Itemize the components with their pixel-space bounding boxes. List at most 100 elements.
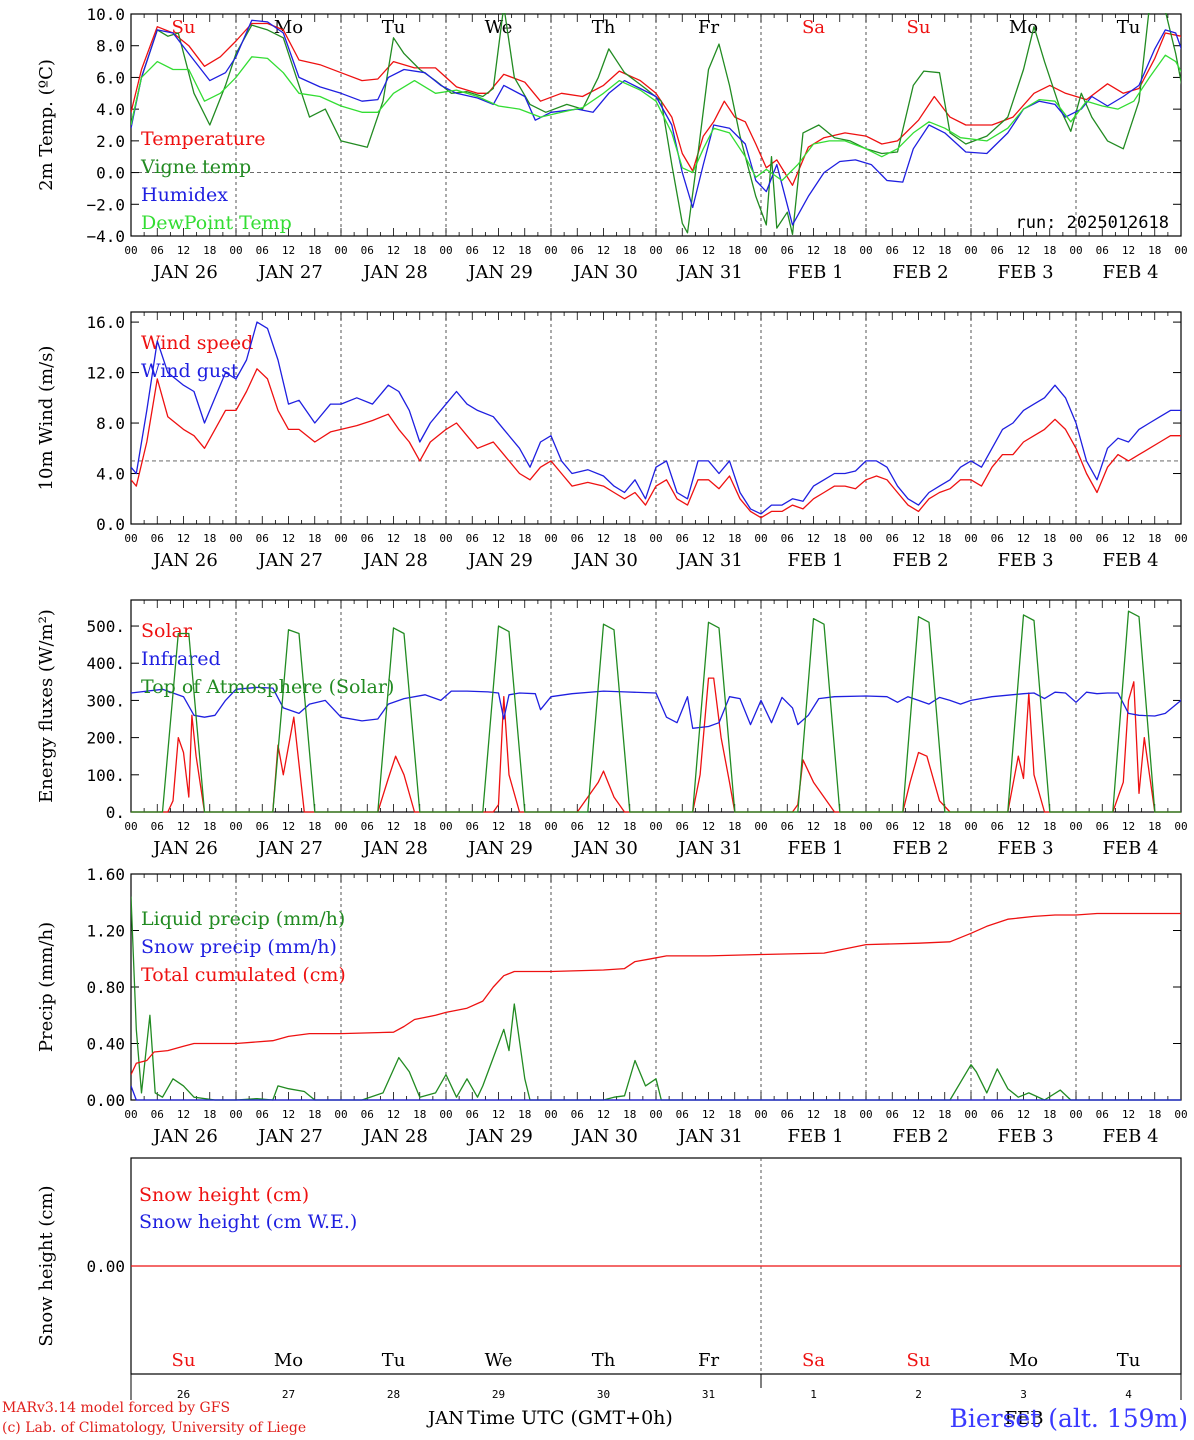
date-label: FEB 2 <box>892 1126 948 1147</box>
hour-tick-label: 06 <box>676 532 689 545</box>
hour-tick-label: 00 <box>1174 532 1187 545</box>
y-tick-label: 200. <box>86 729 125 748</box>
date-label: FEB 1 <box>787 1126 843 1147</box>
hour-tick-label: 06 <box>1096 244 1109 257</box>
weekday-label: Mo <box>1009 17 1038 38</box>
hour-tick-label: 06 <box>361 820 374 833</box>
hour-tick-label: 00 <box>439 244 452 257</box>
legend-entry: Vigne temp <box>140 156 251 178</box>
day-number-label: 30 <box>597 1388 610 1401</box>
hour-tick-label: 06 <box>781 244 794 257</box>
hour-tick-label: 12 <box>387 820 400 833</box>
hour-tick-label: 00 <box>124 532 137 545</box>
y-tick-label: 0.0 <box>96 515 125 534</box>
date-label: JAN 26 <box>151 550 218 571</box>
hour-tick-label: 18 <box>1148 532 1161 545</box>
y-tick-label: −4.0 <box>86 227 125 246</box>
run-label: run: 2025012618 <box>1015 213 1169 233</box>
date-label: JAN 30 <box>571 262 638 283</box>
hour-tick-label: 00 <box>334 532 347 545</box>
hour-tick-label: 00 <box>544 1108 557 1121</box>
hour-tick-label: 12 <box>492 820 505 833</box>
legend-entry: Snow height (cm W.E.) <box>139 1211 357 1233</box>
y-tick-label: 10.0 <box>86 5 125 24</box>
hour-tick-label: 18 <box>728 244 741 257</box>
day-number-label: 26 <box>177 1388 190 1401</box>
hour-tick-label: 06 <box>466 820 479 833</box>
footer-lab-credit: (c) Lab. of Climatology, University of L… <box>2 1420 307 1436</box>
weekday-label: Mo <box>1009 1350 1038 1371</box>
series-line-solar <box>131 677 1181 813</box>
hour-tick-label: 06 <box>886 1108 899 1121</box>
hour-tick-label: 12 <box>1122 820 1135 833</box>
hour-tick-label: 00 <box>964 1108 977 1121</box>
hour-tick-label: 00 <box>544 244 557 257</box>
hour-tick-label: 12 <box>387 244 400 257</box>
hour-tick-label: 12 <box>807 244 820 257</box>
date-label: JAN 29 <box>466 262 533 283</box>
hour-tick-label: 18 <box>308 244 321 257</box>
hour-tick-label: 06 <box>151 820 164 833</box>
weekday-label: We <box>485 17 513 38</box>
hour-tick-label: 18 <box>938 244 951 257</box>
series-line-temperature <box>131 22 1181 186</box>
date-label: JAN 29 <box>466 838 533 859</box>
weekday-label: Su <box>172 1350 196 1371</box>
hour-tick-label: 12 <box>177 820 190 833</box>
weekday-label: We <box>485 1350 513 1371</box>
hour-tick-label: 12 <box>282 244 295 257</box>
hour-tick-label: 12 <box>492 532 505 545</box>
hour-tick-label: 00 <box>1069 820 1082 833</box>
hour-tick-label: 12 <box>1017 532 1030 545</box>
date-label: JAN 30 <box>571 550 638 571</box>
hour-tick-label: 00 <box>859 532 872 545</box>
date-label: FEB 4 <box>1102 838 1158 859</box>
hour-tick-label: 12 <box>387 532 400 545</box>
hour-tick-label: 18 <box>833 1108 846 1121</box>
series-line-dewpoint-temp <box>131 54 1181 182</box>
hour-tick-label: 18 <box>938 820 951 833</box>
hour-tick-label: 06 <box>466 532 479 545</box>
legend-entry: Solar <box>141 620 193 642</box>
hour-tick-label: 06 <box>886 820 899 833</box>
day-number-label: 2 <box>915 1388 922 1401</box>
day-number-label: 29 <box>492 1388 505 1401</box>
hour-tick-label: 00 <box>229 820 242 833</box>
day-number-label: 28 <box>387 1388 400 1401</box>
date-label: JAN 28 <box>361 1126 428 1147</box>
hour-tick-label: 06 <box>886 244 899 257</box>
hour-tick-label: 12 <box>597 532 610 545</box>
weekday-label: Tu <box>382 1350 406 1371</box>
hour-tick-label: 12 <box>597 1108 610 1121</box>
weekday-label: Mo <box>274 17 303 38</box>
hour-tick-label: 18 <box>308 1108 321 1121</box>
date-label: JAN 27 <box>256 1126 323 1147</box>
legend-entry: Liquid precip (mm/h) <box>141 908 345 930</box>
hour-tick-label: 00 <box>334 244 347 257</box>
date-label: JAN 29 <box>466 1126 533 1147</box>
hour-tick-label: 00 <box>754 820 767 833</box>
y-tick-label: 12.0 <box>86 364 125 383</box>
hour-tick-label: 12 <box>1017 244 1030 257</box>
hour-tick-label: 06 <box>781 820 794 833</box>
series-line-total-cumulated-cm- <box>131 912 1181 1075</box>
hour-tick-label: 00 <box>1069 532 1082 545</box>
day-number-label: 1 <box>810 1388 817 1401</box>
y-tick-label: 0.00 <box>86 1257 125 1276</box>
hour-tick-label: 18 <box>203 1108 216 1121</box>
y-axis-label: 10m Wind (m/s) <box>36 346 57 491</box>
hour-tick-label: 18 <box>833 244 846 257</box>
hour-tick-label: 06 <box>676 244 689 257</box>
y-tick-label: 1.60 <box>86 865 125 884</box>
hour-tick-label: 06 <box>151 1108 164 1121</box>
hour-tick-label: 00 <box>124 820 137 833</box>
y-tick-label: 8.0 <box>96 414 125 433</box>
series-line-wind-speed <box>131 368 1181 519</box>
hour-tick-label: 06 <box>1096 532 1109 545</box>
hour-tick-label: 12 <box>1017 1108 1030 1121</box>
hour-tick-label: 12 <box>282 532 295 545</box>
hour-tick-label: 06 <box>571 244 584 257</box>
hour-tick-label: 18 <box>728 532 741 545</box>
station-label: Bierset (alt. 159m) <box>949 1404 1188 1433</box>
date-label: JAN 29 <box>466 550 533 571</box>
